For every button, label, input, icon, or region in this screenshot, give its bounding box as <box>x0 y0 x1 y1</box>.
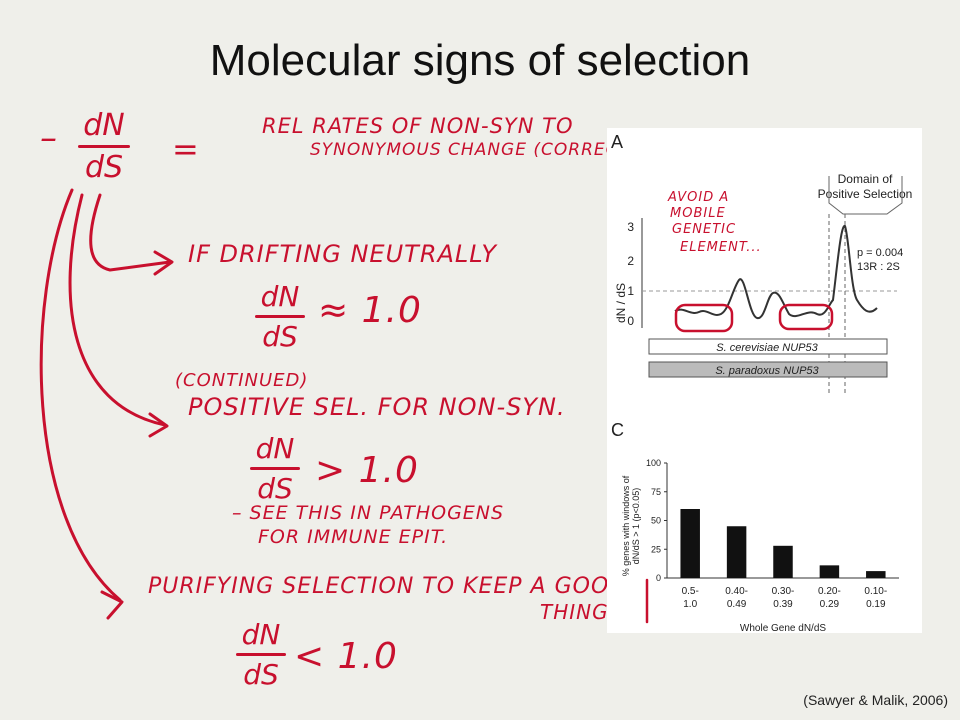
domain-bracket <box>828 176 903 215</box>
mobile-note-line-1: AVOID A <box>668 190 730 205</box>
dn-ds-fraction-positive: dN dS <box>250 432 300 505</box>
pathogen-note-line-1: – SEE THIS IN PATHOGENS <box>232 502 505 524</box>
fraction-bar <box>255 315 305 318</box>
panel-c-x-ticks: 0.5- 1.0 0.40- 0.49 0.30- 0.39 0.20- 0.29 0.10- 0… <box>682 586 888 610</box>
dn-ds-fraction-neutral: dN dS <box>255 280 305 353</box>
purifying-text-2: THING <box>540 600 609 624</box>
cerevisiae-bar <box>648 338 888 355</box>
bar-0.5-1.0 <box>680 509 700 578</box>
panel-c-ylabel-1: % genes with windows of <box>621 475 631 576</box>
fraction-numerator: dN <box>260 280 300 313</box>
mobile-note-line-4: ELEMENT... <box>680 240 762 255</box>
bar-0.20-0.29 <box>819 565 840 578</box>
panel-c-ytick-label: 50 <box>651 516 661 526</box>
neutral-text: IF DRIFTING NEUTRALLY <box>188 240 498 268</box>
circled-region-left <box>674 303 734 333</box>
purifying-value: < 1.0 <box>294 636 398 677</box>
bar-0.30-0.39 <box>773 545 793 578</box>
panel-a-ytick-3: 3 <box>627 220 634 234</box>
fraction-bar <box>78 145 130 148</box>
panel-c-ytick-label: 100 <box>646 458 661 468</box>
fraction-bar <box>250 467 300 470</box>
fraction-numerator: dN <box>83 108 125 143</box>
panel-a-ylabel: dN / dS <box>614 283 628 323</box>
panel-a-ytick-1: 1 <box>627 284 634 298</box>
panel-c-xtick-label: 0.30- <box>772 586 795 597</box>
panel-c-xtick-label: 0.19 <box>866 599 886 610</box>
panel-c-ytick-label: 0 <box>656 573 661 583</box>
arrow-neutral-head <box>153 250 174 276</box>
panel-a-ytick-0: 0 <box>627 314 634 328</box>
panel-c-ytick-label: 25 <box>651 544 661 554</box>
equals-sign: = <box>172 130 200 168</box>
arrow-neutral <box>89 193 172 272</box>
mobile-note-line-3: GENETIC <box>672 222 737 237</box>
panel-c-xtick-label: 0.20- <box>818 586 841 597</box>
positive-text: POSITIVE SEL. FOR NON-SYN. <box>188 393 566 421</box>
neutral-value: ≈ 1.0 <box>318 290 422 331</box>
stat-ratio: 13R : 2S <box>857 261 900 273</box>
stat-p-value: p = 0.004 <box>857 247 903 259</box>
definition-line-1: REL RATES OF NON-SYN TO <box>262 114 574 138</box>
arrow-positive <box>68 193 167 427</box>
circled-region-right <box>778 303 834 331</box>
slide-title: Molecular signs of selection <box>209 36 751 85</box>
panel-a-ytick-2: 2 <box>627 254 634 268</box>
bar-0.10-0.19 <box>866 571 886 578</box>
domain-label-2: Positive Selection <box>818 187 913 201</box>
panel-a-label: A <box>611 132 623 152</box>
panel-c-xtick-label: 0.40- <box>725 586 748 597</box>
panel-c-xtick-label: 0.39 <box>773 599 793 610</box>
fraction-numerator: dN <box>241 618 281 651</box>
panel-c-xtick-label: 0.10- <box>864 586 887 597</box>
bar-0.40-0.49 <box>726 526 747 578</box>
leading-dash: – <box>40 118 58 158</box>
paradoxus-label: S. paradoxus NUP53 <box>715 365 819 377</box>
citation: (Sawyer & Malik, 2006) <box>803 692 948 708</box>
panel-c-xtick-label: 1.0 <box>683 599 697 610</box>
purifying-text: PURIFYING SELECTION TO KEEP A GOOD <box>148 574 628 599</box>
panel-c-label: C <box>611 420 624 440</box>
panel-c-bars <box>680 509 886 578</box>
panel-c-xtick-label: 0.49 <box>727 599 747 610</box>
domain-label-1: Domain of <box>838 172 893 186</box>
arrow-purifying <box>39 188 122 602</box>
arrow-purifying-head <box>100 590 124 620</box>
figure-svg: A Domain of Positive Selection dN / dS 3… <box>611 132 913 634</box>
figure-panel: A Domain of Positive Selection dN / dS 3… <box>607 128 922 634</box>
fraction-denominator: dS <box>243 658 279 691</box>
panel-c-xtick-label: 0.29 <box>820 599 840 610</box>
paradoxus-bar <box>648 361 888 378</box>
dn-ds-fraction-top: dN dS <box>78 108 130 185</box>
mobile-note-line-2: MOBILE <box>670 206 726 221</box>
cerevisiae-label: S. cerevisiae NUP53 <box>716 342 818 354</box>
panel-c-ytick-label: 75 <box>651 487 661 497</box>
positive-value: > 1.0 <box>315 450 419 491</box>
fraction-denominator: dS <box>262 320 298 353</box>
pathogen-note-line-2: FOR IMMUNE EPIT. <box>258 526 449 548</box>
fraction-numerator: dN <box>255 432 295 465</box>
panel-c-ylabel-2: dN/dS > 1 (p<0.05) <box>631 488 641 565</box>
fraction-bar <box>236 653 286 656</box>
fraction-denominator: dS <box>84 150 124 185</box>
panel-c-xtick-label: 0.5- <box>682 586 699 597</box>
arrow-positive-head <box>148 412 169 438</box>
continued-note: (CONTINUED) <box>175 370 309 391</box>
dn-ds-fraction-purifying: dN dS <box>236 618 286 691</box>
panel-c-xlabel: Whole Gene dN/dS <box>740 623 826 633</box>
dnds-trace <box>674 224 878 319</box>
fraction-denominator: dS <box>257 472 293 505</box>
